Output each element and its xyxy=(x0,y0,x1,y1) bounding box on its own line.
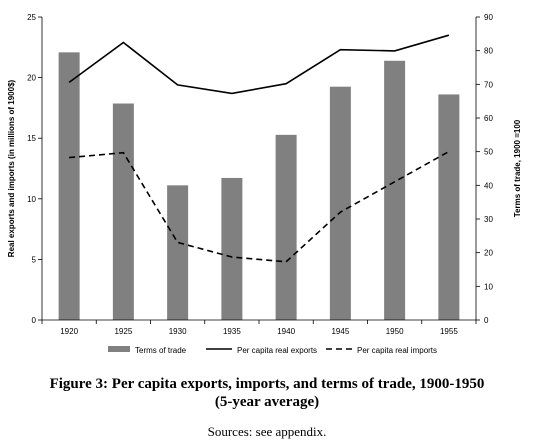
y2-tick-label: 0 xyxy=(484,316,489,325)
y-axis-label: Real exports and imports (in millions of… xyxy=(7,79,16,257)
legend-label-terms-of-trade: Terms of trade xyxy=(135,346,187,355)
y2-tick-label: 50 xyxy=(484,148,493,157)
x-tick-label: 1920 xyxy=(60,327,78,336)
x-tick-label: 1935 xyxy=(223,327,241,336)
bar-1920 xyxy=(58,52,80,320)
y-tick-label: 5 xyxy=(32,255,37,264)
y-tick-label: 10 xyxy=(27,195,36,204)
x-tick-label: 1955 xyxy=(440,327,458,336)
bar-1940 xyxy=(275,134,297,320)
legend-label-imports: Per capita real imports xyxy=(357,346,437,355)
x-tick-label: 1930 xyxy=(169,327,187,336)
bars-group xyxy=(58,52,460,321)
series-line-per-capita-real-imports xyxy=(69,150,450,263)
series-line-per-capita-real-exports xyxy=(68,34,450,95)
bar-1945 xyxy=(329,86,351,320)
y2-axis-label: Terms of trade, 1900 =100 xyxy=(513,119,522,217)
figure-caption-subtitle: (5-year average) xyxy=(214,394,320,410)
x-tick-label: 1940 xyxy=(277,327,295,336)
y2-tick-label: 70 xyxy=(484,80,493,89)
x-tick-label: 1950 xyxy=(386,327,404,336)
y-tick-label: 0 xyxy=(32,316,37,325)
figure-source-note: Sources: see appendix. xyxy=(207,424,327,439)
y2-tick-label: 10 xyxy=(484,282,493,291)
bar-1935 xyxy=(221,177,243,320)
y2-tick-label: 60 xyxy=(484,114,493,123)
x-tick-label: 1945 xyxy=(331,327,349,336)
y2-tick-label: 40 xyxy=(484,181,493,190)
x-tick-label: 1925 xyxy=(114,327,132,336)
y-tick-label: 20 xyxy=(27,74,36,83)
bar-1950 xyxy=(384,60,406,321)
y2-tick-label: 90 xyxy=(484,13,493,22)
bar-1925 xyxy=(112,103,134,320)
legend-swatch-terms-of-trade xyxy=(108,346,130,352)
y-tick-label: 25 xyxy=(27,13,36,22)
y2-tick-label: 80 xyxy=(484,47,493,56)
figure-caption-title: Figure 3: Per capita exports, imports, a… xyxy=(49,376,485,392)
bar-1955 xyxy=(438,94,460,320)
lines-group xyxy=(68,34,450,263)
bar-1930 xyxy=(167,185,189,320)
axes-group: 0 5 10 15 20 25 0 10 20 30 40 50 60 70 80 90 1920 1925 193… xyxy=(27,13,493,336)
y2-tick-label: 20 xyxy=(484,249,493,258)
y2-tick-label: 30 xyxy=(484,215,493,224)
legend: Terms of trade Per capita real exports Per… xyxy=(108,346,437,355)
legend-label-exports: Per capita real exports xyxy=(237,346,317,355)
y-tick-label: 15 xyxy=(27,134,36,143)
chart: 0 5 10 15 20 25 0 10 20 30 40 50 60 70 80 90 1920 1925 193… xyxy=(7,13,522,355)
